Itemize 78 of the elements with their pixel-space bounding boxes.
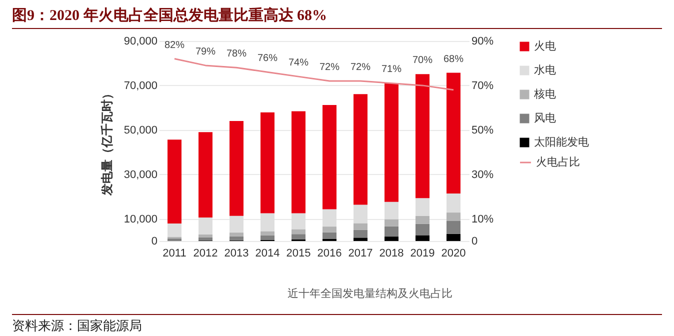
bar	[446, 212, 460, 221]
bar	[416, 74, 430, 198]
bar	[292, 229, 306, 234]
data-label: 78%	[226, 48, 247, 60]
x-tick-label: 2014	[255, 248, 280, 260]
data-label: 71%	[381, 64, 402, 76]
x-tick-label: 2013	[224, 248, 249, 260]
y2-tick-label: 50%	[472, 124, 494, 136]
data-label: 79%	[195, 46, 216, 58]
y-tick-label: 90,000	[124, 36, 158, 48]
x-tick-label: 2011	[162, 248, 186, 260]
x-tick-label: 2020	[441, 248, 466, 260]
y-tick-label: 10,000	[124, 213, 158, 226]
bar	[292, 234, 306, 240]
y2-tick-label: 70%	[472, 80, 494, 92]
y2-tick-label: 30%	[472, 168, 494, 181]
bar	[260, 235, 274, 240]
text: 资料来源：国家能源局	[12, 314, 662, 335]
y-tick-label: 30,000	[124, 168, 158, 181]
y-tick-label: 0	[151, 236, 158, 248]
data-label: 82%	[164, 40, 185, 51]
bar	[292, 111, 306, 214]
bar	[322, 232, 336, 239]
bar	[354, 238, 368, 241]
legend-label: 风电	[534, 112, 556, 124]
x-tick-label: 2015	[286, 248, 311, 260]
bar	[198, 132, 212, 218]
bar	[198, 237, 212, 241]
bar	[384, 83, 398, 202]
legend-label: 火电	[534, 40, 556, 52]
x-tick-label: 2012	[193, 248, 218, 260]
bar	[416, 224, 430, 236]
bar	[446, 221, 460, 234]
bar	[230, 232, 244, 236]
bar	[168, 140, 182, 224]
bar	[446, 193, 460, 213]
bar	[446, 234, 460, 241]
data-label: 70%	[412, 55, 433, 66]
y-tick-label: 50,000	[124, 124, 158, 136]
bar	[384, 219, 398, 226]
y-axis-title: 发电量（亿千瓦时）	[100, 88, 114, 196]
x-tick-label: 2018	[379, 248, 404, 260]
legend-label: 火电占比	[536, 156, 580, 168]
bar	[384, 202, 398, 220]
bar	[230, 121, 244, 216]
data-label: 74%	[288, 58, 309, 69]
bar	[416, 235, 430, 241]
bar	[260, 231, 274, 236]
bar	[354, 94, 368, 205]
y-tick-label: 70,000	[124, 80, 158, 92]
data-label: 68%	[443, 54, 464, 65]
bar	[384, 236, 398, 241]
bar	[354, 230, 368, 238]
bar	[168, 223, 182, 237]
text: 近十年全国发电量结构及火电占比	[286, 287, 454, 301]
bar	[322, 226, 336, 232]
data-label: 72%	[350, 62, 371, 73]
bar	[260, 112, 274, 214]
bar	[446, 72, 460, 194]
data-label: 72%	[319, 62, 340, 73]
x-tick-label: 2019	[410, 248, 435, 260]
chart-title: 图9：2020 年火电占全国总发电量比重高达 68%	[12, 6, 662, 29]
data-label: 76%	[257, 53, 278, 64]
x-tick-label: 2016	[317, 248, 342, 260]
bar	[416, 198, 430, 216]
bar	[230, 236, 244, 240]
legend-label: 水电	[534, 64, 556, 76]
y2-tick-label: 90%	[472, 36, 494, 48]
legend-label: 太阳能发电	[534, 136, 589, 148]
bar	[354, 223, 368, 230]
bar	[416, 216, 430, 224]
bar	[322, 105, 336, 210]
bar	[198, 234, 212, 238]
legend-label: 核电	[533, 88, 556, 100]
y2-tick-label: 0	[472, 236, 478, 248]
bar	[384, 226, 398, 237]
y2-tick-label: 10%	[472, 213, 494, 226]
x-tick-label: 2017	[348, 248, 373, 260]
